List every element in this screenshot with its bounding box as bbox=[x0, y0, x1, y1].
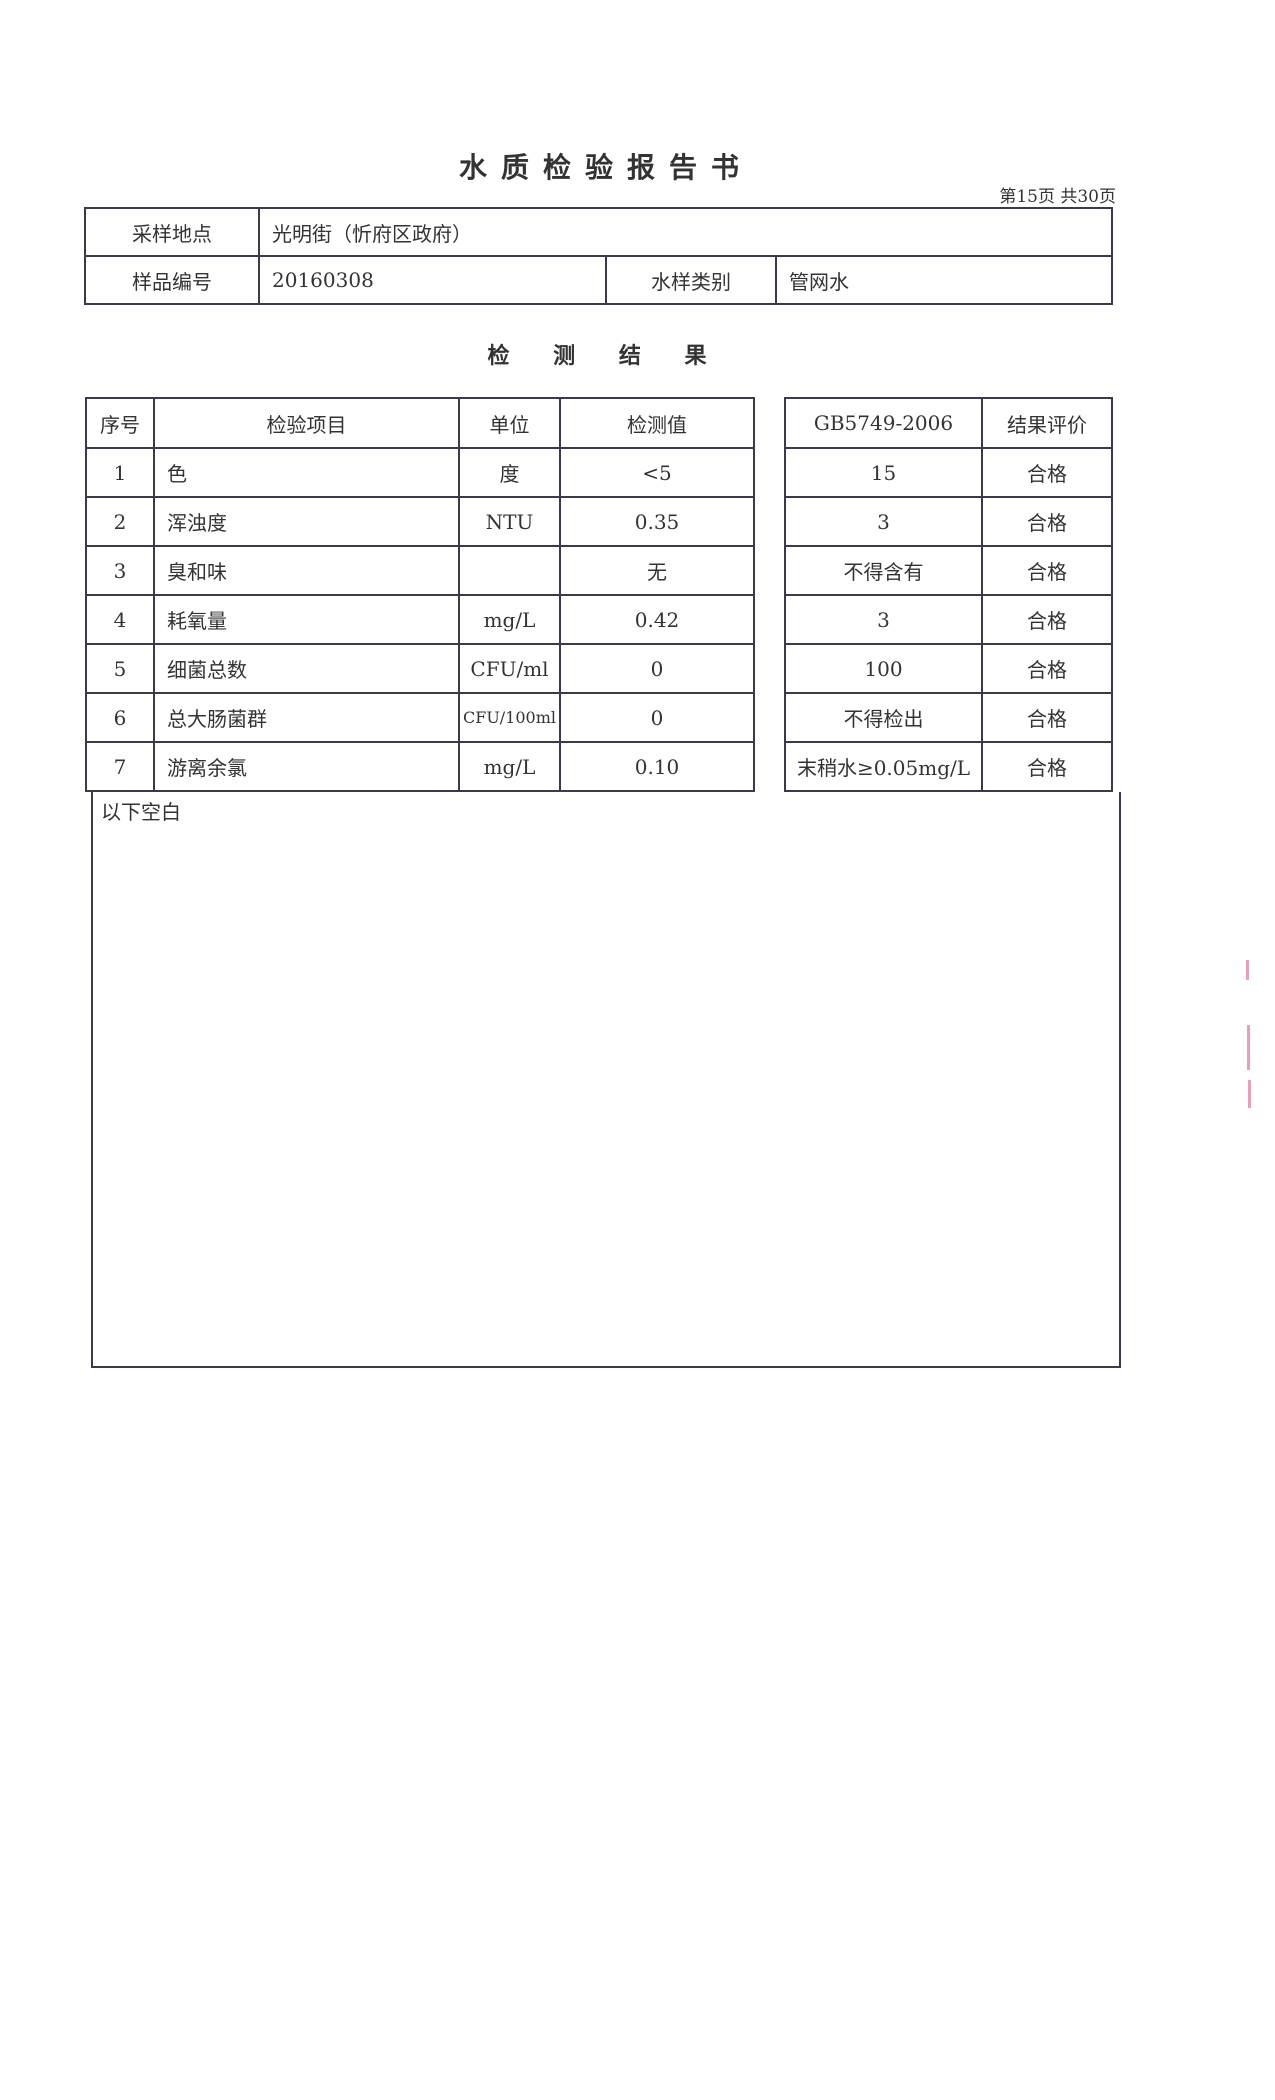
evaluation: 合格 bbox=[981, 545, 1113, 596]
row-number: 5 bbox=[85, 643, 155, 694]
item-name: 游离余氯 bbox=[153, 741, 460, 792]
sample-type-label: 水样类别 bbox=[605, 255, 777, 305]
header-no: 序号 bbox=[85, 397, 155, 449]
column-gap bbox=[753, 595, 786, 644]
column-gap bbox=[753, 448, 786, 497]
item-name: 细菌总数 bbox=[153, 643, 460, 694]
location-value: 光明街（忻府区政府） bbox=[258, 207, 1113, 257]
measured-value: <5 bbox=[559, 447, 755, 498]
unit: CFU/100ml bbox=[458, 692, 561, 743]
evaluation: 合格 bbox=[981, 594, 1113, 645]
item-name: 色 bbox=[153, 447, 460, 498]
measured-value: 0 bbox=[559, 692, 755, 743]
evaluation: 合格 bbox=[981, 496, 1113, 547]
standard-limit: 不得含有 bbox=[784, 545, 983, 596]
table-row: 5 细菌总数 CFU/ml 0 100 合格 bbox=[85, 643, 1113, 694]
sample-row: 样品编号 20160308 水样类别 管网水 bbox=[84, 255, 1113, 305]
standard-limit: 不得检出 bbox=[784, 692, 983, 743]
column-gap bbox=[753, 546, 786, 595]
table-row: 4 耗氧量 mg/L 0.42 3 合格 bbox=[85, 594, 1113, 645]
item-name: 浑浊度 bbox=[153, 496, 460, 547]
standard-limit: 末稍水≥0.05mg/L bbox=[784, 741, 983, 792]
column-gap bbox=[753, 497, 786, 546]
remark-text: 以下空白 bbox=[101, 800, 181, 824]
item-name: 总大肠菌群 bbox=[153, 692, 460, 743]
header-eval: 结果评价 bbox=[981, 397, 1113, 449]
table-row: 7 游离余氯 mg/L 0.10 末稍水≥0.05mg/L 合格 bbox=[85, 741, 1113, 792]
unit: mg/L bbox=[458, 594, 561, 645]
evaluation: 合格 bbox=[981, 741, 1113, 792]
item-name: 臭和味 bbox=[153, 545, 460, 596]
standard-limit: 3 bbox=[784, 594, 983, 645]
evaluation: 合格 bbox=[981, 447, 1113, 498]
column-gap bbox=[753, 693, 786, 742]
measured-value: 0.10 bbox=[559, 741, 755, 792]
results-table: 序号 检验项目 单位 检测值 GB5749-2006 结果评价 1 色度 <5 15 合… bbox=[85, 397, 1113, 792]
row-number: 4 bbox=[85, 594, 155, 645]
unit: mg/L bbox=[458, 741, 561, 792]
location-row: 采样地点 光明街（忻府区政府） bbox=[84, 207, 1113, 257]
table-row: 1 色度 <5 15 合格 bbox=[85, 447, 1113, 498]
sample-type-value: 管网水 bbox=[775, 255, 1113, 305]
sample-no-value: 20160308 bbox=[258, 255, 607, 305]
item-name: 耗氧量 bbox=[153, 594, 460, 645]
unit: CFU/ml bbox=[458, 643, 561, 694]
measured-value: 0 bbox=[559, 643, 755, 694]
measured-value: 无 bbox=[559, 545, 755, 596]
table-row: 2 浑浊度 NTU 0.35 3 合格 bbox=[85, 496, 1113, 547]
standard-limit: 100 bbox=[784, 643, 983, 694]
scan-artifact bbox=[1247, 1025, 1250, 1070]
row-number: 7 bbox=[85, 741, 155, 792]
row-number: 1 bbox=[85, 447, 155, 498]
column-gap bbox=[753, 398, 786, 448]
results-title: 检 测 结 果 bbox=[487, 343, 725, 369]
header-standard: GB5749-2006 bbox=[784, 397, 983, 449]
header-value: 检测值 bbox=[559, 397, 755, 449]
sample-info-table: 采样地点 光明街（忻府区政府） 样品编号 20160308 水样类别 管网水 bbox=[84, 207, 1113, 305]
measured-value: 0.42 bbox=[559, 594, 755, 645]
page-indicator: 第15页 共30页 bbox=[999, 187, 1116, 207]
location-label: 采样地点 bbox=[84, 207, 260, 257]
unit: 度 bbox=[458, 447, 561, 498]
unit: NTU bbox=[458, 496, 561, 547]
header-unit: 单位 bbox=[458, 397, 561, 449]
row-number: 6 bbox=[85, 692, 155, 743]
evaluation: 合格 bbox=[981, 643, 1113, 694]
table-row: 6 总大肠菌群 CFU/100ml 0 不得检出 合格 bbox=[85, 692, 1113, 743]
header-row: 序号 检验项目 单位 检测值 GB5749-2006 结果评价 bbox=[85, 397, 1113, 449]
scan-artifact bbox=[1248, 1080, 1251, 1108]
table-row: 3 臭和味 无不得含有 合格 bbox=[85, 545, 1113, 596]
standard-limit: 15 bbox=[784, 447, 983, 498]
column-gap bbox=[753, 644, 786, 693]
report-title: 水质检验报告书 bbox=[458, 151, 753, 184]
scan-artifact bbox=[1246, 960, 1249, 980]
remark-box: 以下空白 bbox=[91, 792, 1121, 1368]
unit bbox=[458, 545, 561, 596]
sample-no-label: 样品编号 bbox=[84, 255, 260, 305]
row-number: 3 bbox=[85, 545, 155, 596]
evaluation: 合格 bbox=[981, 692, 1113, 743]
header-item: 检验项目 bbox=[153, 397, 460, 449]
column-gap bbox=[753, 742, 786, 791]
row-number: 2 bbox=[85, 496, 155, 547]
measured-value: 0.35 bbox=[559, 496, 755, 547]
standard-limit: 3 bbox=[784, 496, 983, 547]
